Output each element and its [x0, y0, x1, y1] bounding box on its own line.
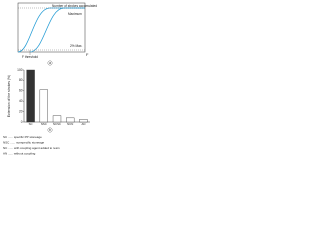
panel-a: Number of strokes accumulated Maximum 2%…: [17, 2, 97, 66]
x-tick-label: SC: [29, 122, 33, 126]
y-axis-title: Extension of the strokes (%): [7, 75, 11, 117]
legend-entry: NC ...... with coupling agent added to r…: [3, 146, 60, 150]
x-tick-label: NSC: [41, 122, 47, 126]
panel-label: b: [49, 128, 51, 132]
y-label: Number of strokes accumulated: [52, 4, 97, 8]
bar: [52, 115, 62, 123]
label-circle: [47, 127, 53, 133]
legend-entry: AN ...... without coupling: [3, 151, 36, 155]
bar: [39, 89, 48, 123]
y-tick-label: 60: [19, 89, 23, 93]
bar: [79, 119, 88, 123]
y-tick-label: 20: [19, 109, 23, 113]
bar: [66, 117, 75, 123]
x-tick-label: AN: [81, 122, 85, 126]
curve: [17, 7, 85, 53]
x-tick-label: NCSC: [53, 122, 61, 126]
legend-entry: SC ...... specific PP stoneage: [3, 135, 42, 139]
max-label: Maximum: [68, 12, 82, 16]
plot-frame: [17, 2, 86, 53]
y-tick-label: 0: [21, 120, 23, 124]
label-circle: [47, 60, 53, 66]
threshold-label: 2% Max.: [70, 44, 83, 48]
x-tick-label: NCN: [67, 122, 73, 126]
y-tick-label: 40: [19, 99, 23, 103]
figure: Number of strokes accumulated Maximum 2%…: [3, 2, 97, 155]
page: {"diagram": {"label": "a", "y_label": "N…: [0, 0, 100, 159]
curve: [29, 7, 85, 53]
x-threshold: F threshold: [22, 55, 38, 59]
legend-entry: NSC ...... nonspecific stoneage: [3, 140, 45, 144]
x-label: F: [86, 52, 89, 57]
bar: [26, 69, 35, 123]
y-tick-label: 80: [19, 78, 23, 82]
y-tick-label: 100: [17, 68, 23, 72]
panel-label: a: [49, 61, 51, 65]
